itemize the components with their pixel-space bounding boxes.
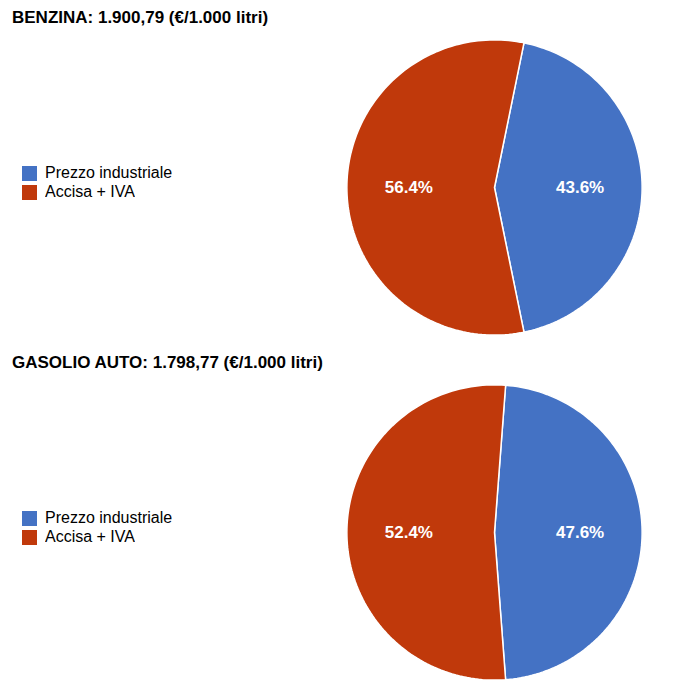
svg-text:47.6%: 47.6% (556, 523, 604, 542)
html-text:BENZINA: 1.900,79 (€/1.000 lit: BENZINA: 1.900,79 (€/1.000 litri) (12, 8, 268, 27)
html-text:Prezzo industriale: Prezzo industriale (45, 164, 173, 181)
svg-text:52.4%: 52.4% (385, 523, 433, 542)
svg-text:56.4%: 56.4% (385, 178, 433, 197)
html-text:Prezzo industriale: Prezzo industriale (45, 509, 173, 526)
html-text:Accisa + IVA: Accisa + IVA (45, 183, 135, 200)
svg-text:43.6%: 43.6% (556, 178, 604, 197)
html-text:GASOLIO AUTO: 1.798,77 (€/1.00: GASOLIO AUTO: 1.798,77 (€/1.000 litri) (12, 353, 323, 372)
html-text:Accisa + IVA: Accisa + IVA (45, 528, 135, 545)
